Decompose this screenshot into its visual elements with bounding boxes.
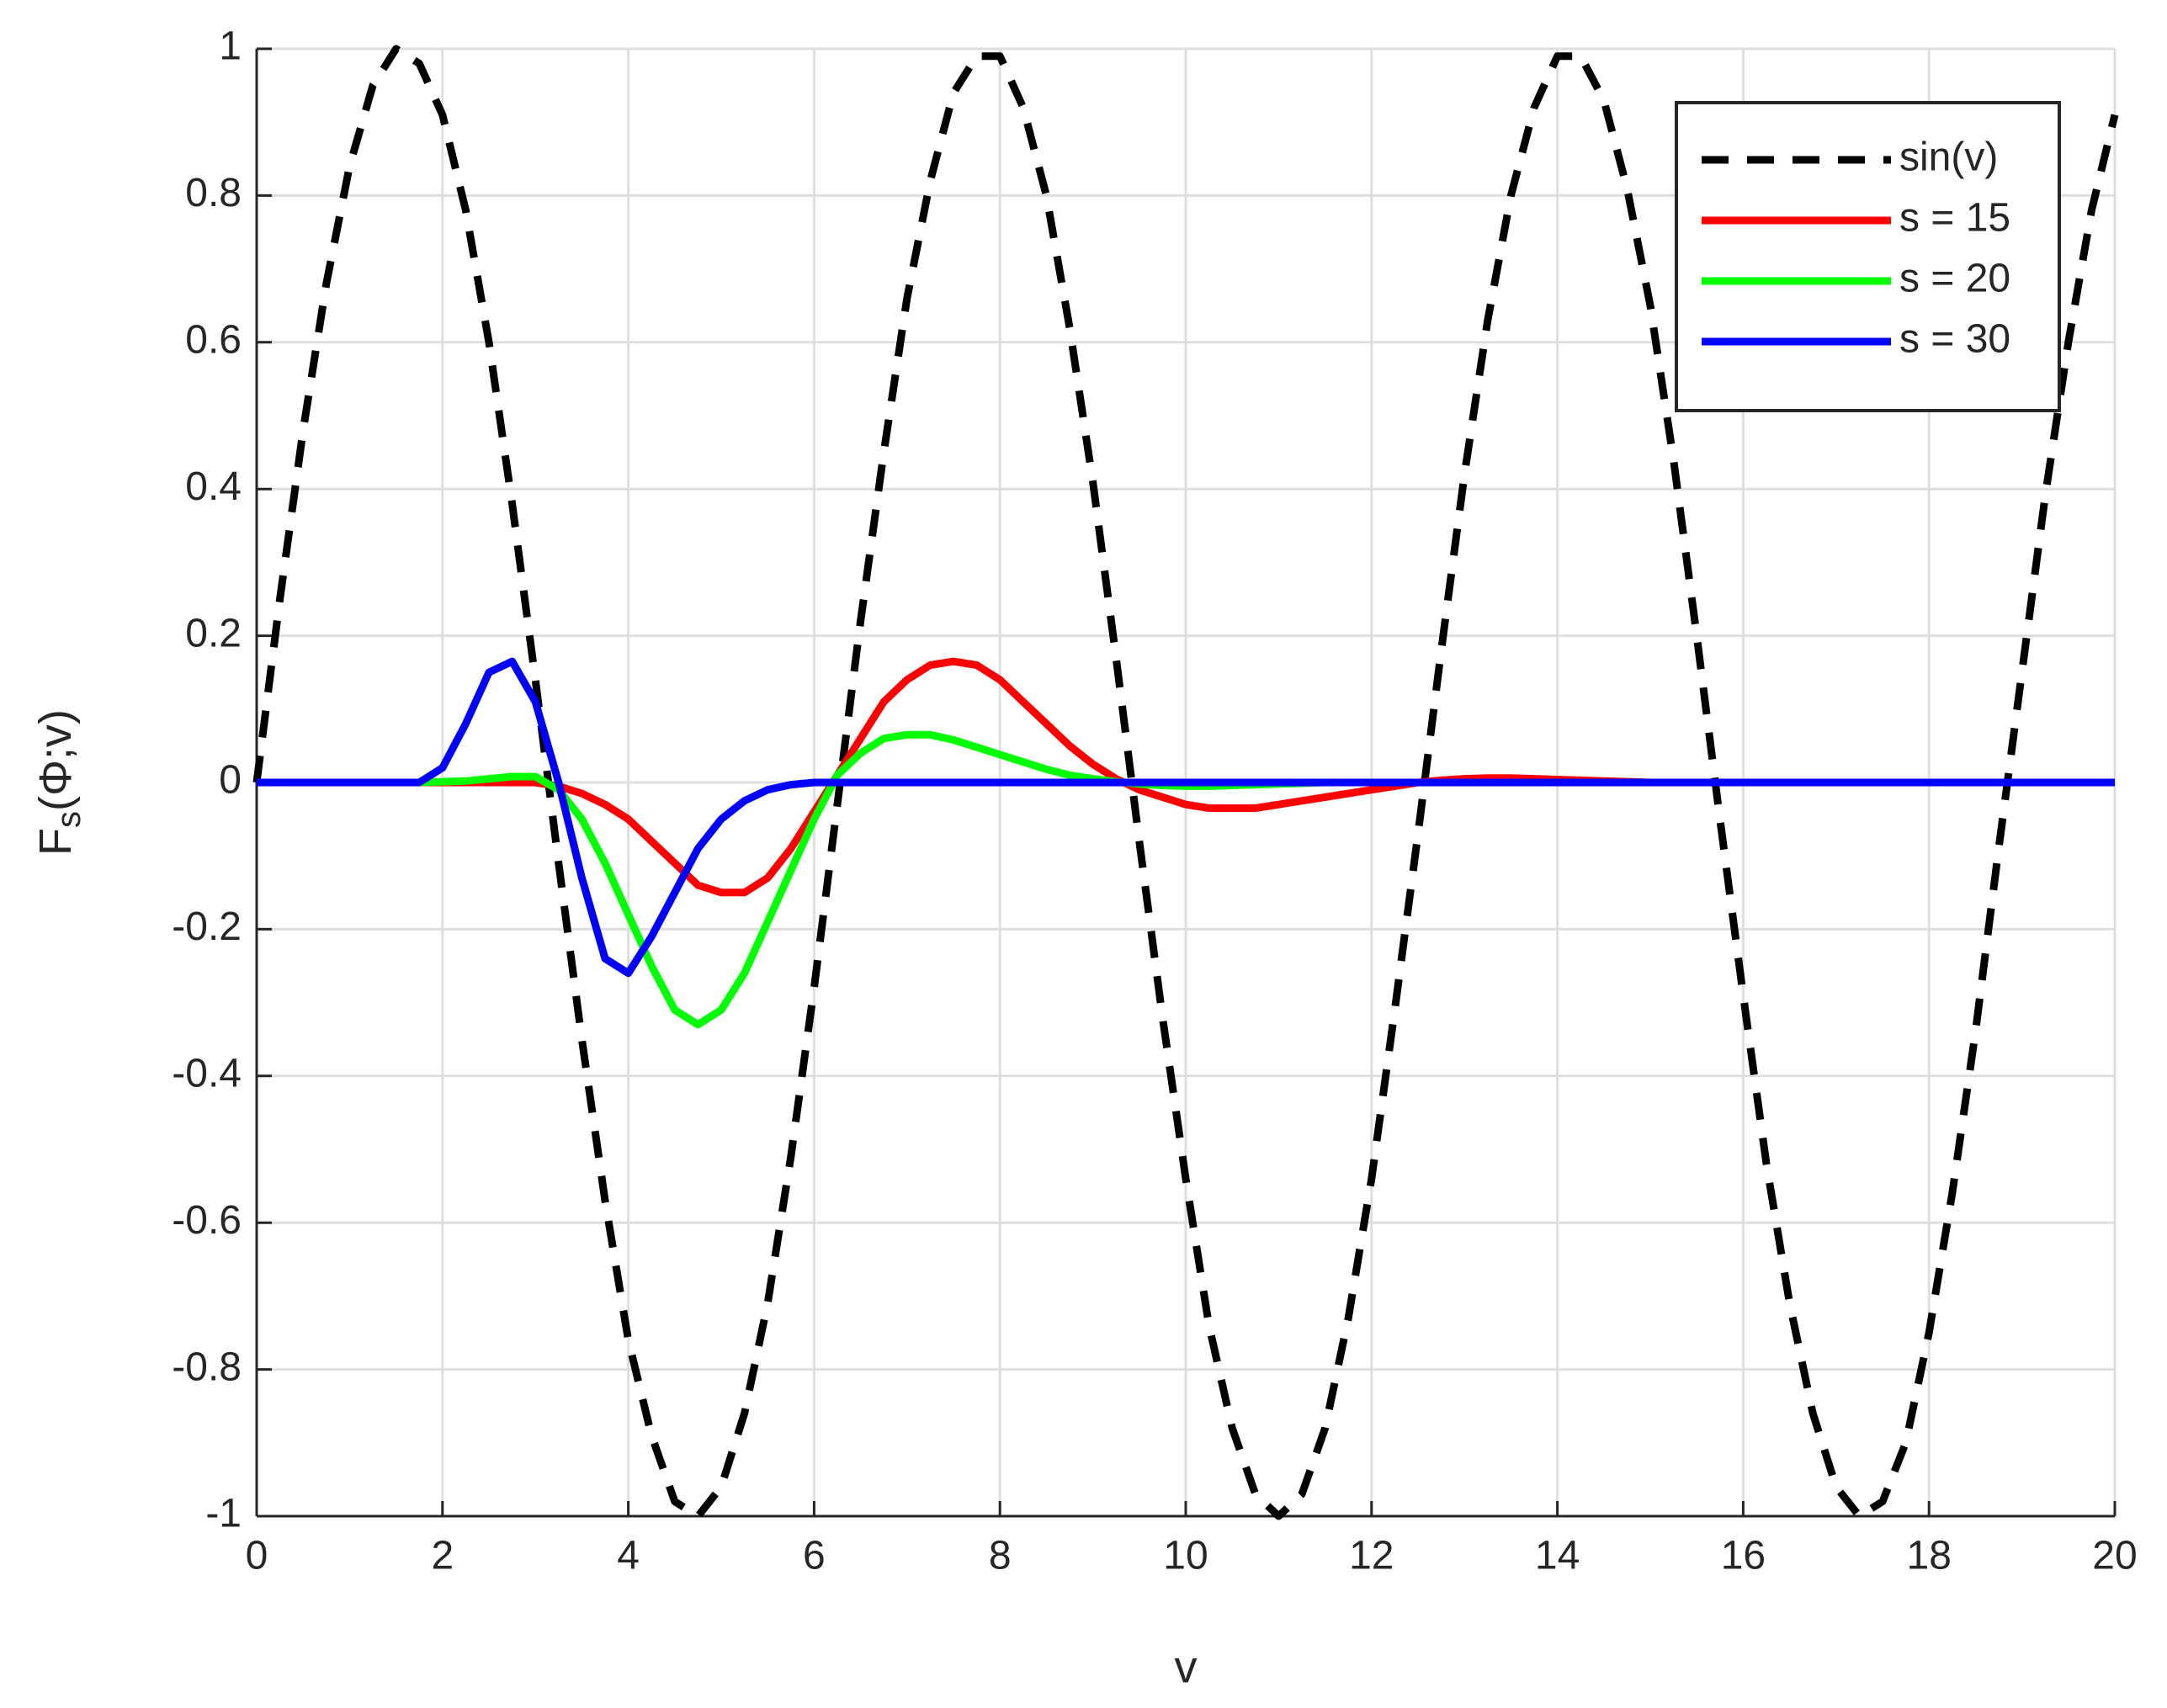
y-tick-label: -0.6 [172,1198,242,1243]
y-tick-label: -0.4 [172,1051,242,1095]
x-tick-label: 20 [2092,1534,2137,1578]
legend-box [1675,101,2061,412]
data-line [257,657,2115,978]
x-tick-label: 2 [431,1534,454,1578]
y-tick-label: -0.8 [172,1345,242,1389]
x-tick-label: 16 [1721,1534,1766,1578]
x-tick-label: 10 [1163,1534,1208,1578]
y-axis-label: Fs(Φ;v) [30,709,87,856]
y-label-rest: (Φ;v) [30,709,81,811]
x-tick-label: 12 [1349,1534,1394,1578]
x-tick-label: 6 [803,1534,826,1578]
y-tick-label: -1 [205,1492,242,1536]
y-label-sub: s [50,811,88,828]
y-tick-label: 1 [219,24,242,69]
y-tick-label: 0.6 [185,317,242,362]
x-tick-label: 8 [989,1534,1012,1578]
x-tick-label: 14 [1535,1534,1580,1578]
legend-label: s = 30 [1899,317,2010,362]
y-label-main: F [30,828,81,856]
data-line [252,45,2119,1520]
x-tick-label: 18 [1907,1534,1952,1578]
legend-label: s = 15 [1899,196,2010,241]
y-tick-label: 0.2 [185,611,242,655]
legend-label: sin(v) [1899,135,1998,180]
legend-label: s = 20 [1899,257,2010,301]
x-tick-label: 4 [617,1534,640,1578]
y-tick-label: -0.2 [172,904,242,949]
y-tick-label: 0 [219,758,242,803]
y-tick-label: 0.8 [185,171,242,215]
y-tick-label: 0.4 [185,464,242,509]
x-tick-label: 0 [246,1534,268,1578]
x-axis-label: v [1175,1642,1198,1692]
